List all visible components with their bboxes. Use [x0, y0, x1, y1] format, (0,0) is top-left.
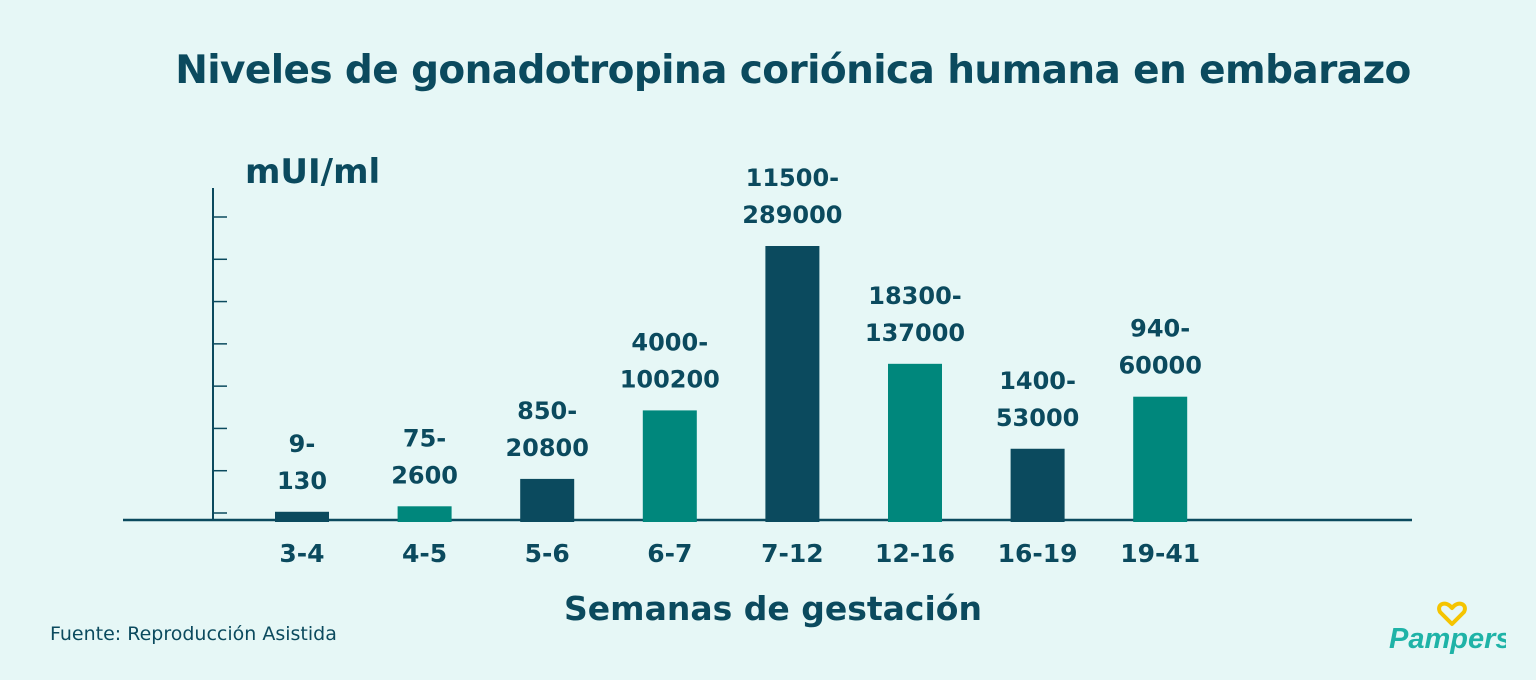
x-tick-label: 7-12 [761, 539, 824, 568]
bar [397, 506, 452, 522]
x-tick-label: 6-7 [647, 539, 692, 568]
data-label: 1400- [999, 367, 1076, 395]
bar [1133, 396, 1188, 522]
data-label: 11500- [746, 164, 839, 192]
x-tick-label: 19-41 [1120, 539, 1200, 568]
bar [888, 363, 942, 522]
data-label: 4000- [631, 328, 708, 356]
bar [1010, 448, 1065, 522]
x-axis-label: Semanas de gestación [564, 589, 982, 628]
data-label: 940- [1130, 315, 1190, 343]
data-label: 53000 [996, 404, 1080, 432]
bar [642, 410, 697, 522]
x-tick-label: 5-6 [525, 539, 570, 568]
data-label: 18300- [868, 282, 961, 310]
pampers-logo-text: Pampers [1389, 623, 1506, 655]
data-label: 100200 [620, 365, 720, 393]
y-axis-label: mUI/ml [245, 152, 381, 192]
data-label: 20800 [505, 434, 589, 462]
data-label: 289000 [742, 201, 842, 229]
x-tick-label: 16-19 [998, 539, 1078, 568]
data-label: 137000 [865, 319, 965, 347]
x-tick-label: 4-5 [402, 539, 447, 568]
pampers-logo: Pampers [1389, 601, 1506, 655]
bar [275, 511, 329, 522]
x-tick-label: 3-4 [279, 539, 324, 568]
bar [765, 246, 820, 522]
data-label: 2600 [391, 461, 458, 489]
x-tick-label: 12-16 [875, 539, 955, 568]
heart-icon [1437, 601, 1467, 626]
bar [520, 478, 575, 522]
data-label: 850- [517, 397, 577, 425]
source-note: Fuente: Reproducción Asistida [50, 623, 337, 645]
data-label: 60000 [1118, 352, 1202, 380]
data-label: 130 [277, 467, 327, 495]
data-label: 75- [403, 424, 446, 452]
chart-title: Niveles de gonadotropina coriónica human… [175, 48, 1411, 93]
data-label: 9- [289, 430, 316, 458]
